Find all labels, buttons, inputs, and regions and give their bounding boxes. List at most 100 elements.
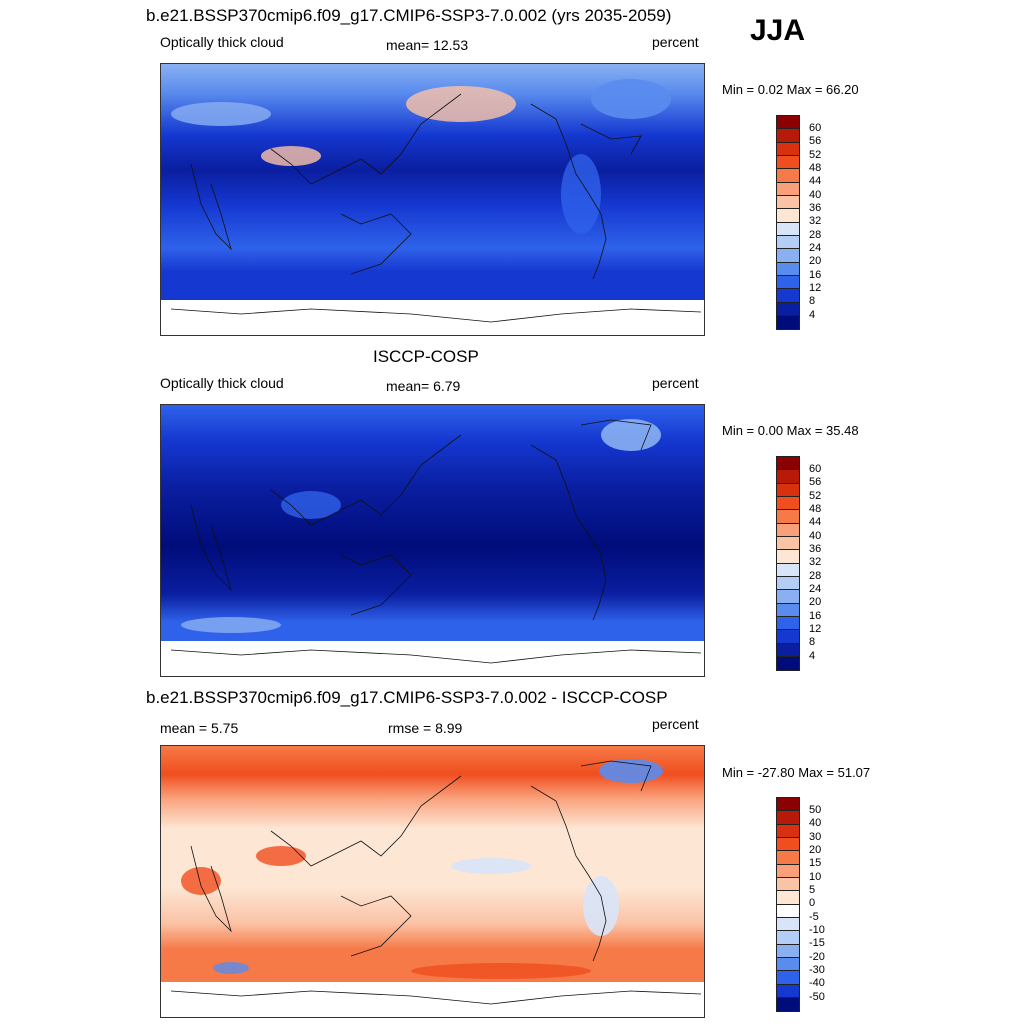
panel2-colorbar-bin: [777, 457, 799, 471]
colorbar-tick: 48: [809, 503, 822, 515]
colorbar-tick: 24: [809, 583, 822, 595]
panel1-title: b.e21.BSSP370cmip6.f09_g17.CMIP6-SSP3-7.…: [146, 6, 672, 25]
panel2-title: ISCCP-COSP: [373, 347, 479, 366]
colorbar-tick: 48: [809, 162, 822, 174]
colorbar-tick: 8: [809, 295, 816, 307]
panel3-colorbar-bin: [777, 931, 799, 945]
panel3-minmax: Min = -27.80 Max = 51.07: [722, 765, 871, 780]
panel1-colorbar-bin: [777, 235, 799, 250]
colorbar-tick: 52: [809, 149, 822, 161]
panel1-minmax: Min = 0.02 Max = 66.20: [722, 82, 859, 97]
panel3-rmse-label: rmse = 8.99: [388, 720, 463, 736]
panel3-colorbar-bin: [777, 904, 799, 918]
panel3-colorbar-bin: [777, 957, 799, 972]
panel3-colorbar-bin: [777, 864, 799, 878]
panel1-colorbar-bin: [777, 209, 799, 223]
panel2-colorbar: [776, 456, 800, 672]
panel1-colorbar-bin: [777, 222, 799, 236]
colorbar-tick: 60: [809, 122, 822, 134]
colorbar-tick: 28: [809, 229, 822, 241]
panel1-map: [160, 63, 705, 336]
colorbar-tick: 20: [809, 844, 822, 856]
panel3-colorbar-bin: [777, 984, 799, 998]
colorbar-tick: 36: [809, 543, 822, 555]
colorbar-tick: 44: [809, 175, 822, 187]
colorbar-tick: -20: [809, 951, 825, 963]
panel2-colorbar-bin: [777, 496, 799, 511]
panel2-minmax: Min = 0.00 Max = 35.48: [722, 423, 859, 438]
colorbar-tick: -50: [809, 991, 825, 1003]
panel2-colorbar-bin: [777, 656, 799, 671]
panel3-colorbar-bin: [777, 971, 799, 985]
panel2-colorbar-bin: [777, 616, 799, 631]
colorbar-tick: 16: [809, 269, 822, 281]
colorbar-tick: -10: [809, 924, 825, 936]
colorbar-tick: 32: [809, 556, 822, 568]
colorbar-tick: 28: [809, 570, 822, 582]
panel3-title: b.e21.BSSP370cmip6.f09_g17.CMIP6-SSP3-7.…: [146, 688, 668, 707]
season-label: JJA: [750, 14, 806, 47]
colorbar-tick: 60: [809, 463, 822, 475]
panel3-colorbar-bin: [777, 877, 799, 892]
colorbar-tick: 44: [809, 516, 822, 528]
colorbar-tick: -5: [809, 911, 819, 923]
colorbar-tick: 4: [809, 650, 816, 662]
panel3-colorbar-bin: [777, 944, 799, 958]
panel2-units-label: percent: [652, 375, 699, 391]
panel1-variable-label: Optically thick cloud: [160, 34, 284, 50]
panel2-colorbar-bin: [777, 603, 799, 617]
panel3-colorbar-bin: [777, 837, 799, 852]
panel2-colorbar-bin: [777, 483, 799, 497]
colorbar-tick: 40: [809, 189, 822, 201]
colorbar-tick: 12: [809, 623, 822, 635]
colorbar-tick: 15: [809, 857, 822, 869]
colorbar-tick: 52: [809, 490, 822, 502]
panel1-colorbar-bin: [777, 315, 799, 330]
colorbar-tick: -15: [809, 937, 825, 949]
colorbar-tick: 5: [809, 884, 816, 896]
panel1-colorbar-bin: [777, 169, 799, 183]
panel1-colorbar-bin: [777, 142, 799, 156]
panel3-colorbar-bin: [777, 798, 799, 812]
panel1-units-label: percent: [652, 34, 699, 50]
panel2-colorbar-bin: [777, 470, 799, 484]
colorbar-tick: 30: [809, 831, 822, 843]
colorbar-tick: 36: [809, 202, 822, 214]
panel1-colorbar-bin: [777, 262, 799, 276]
panel3-colorbar-bin: [777, 824, 799, 838]
colorbar-tick: 20: [809, 255, 822, 267]
panel3-colorbar: [776, 797, 800, 1013]
colorbar-tick: 56: [809, 135, 822, 147]
panel2-colorbar-bin: [777, 643, 799, 657]
panel2-colorbar-bin: [777, 536, 799, 551]
panel1-colorbar-bin: [777, 302, 799, 316]
panel2-variable-label: Optically thick cloud: [160, 375, 284, 391]
panel2-colorbar-bin: [777, 576, 799, 591]
colorbar-tick: 4: [809, 309, 816, 321]
panel2-colorbar-bin: [777, 510, 799, 524]
panel1-colorbar-bin: [777, 195, 799, 210]
panel3-colorbar-bin: [777, 891, 799, 905]
colorbar-tick: 56: [809, 476, 822, 488]
panel1-colorbar-bin: [777, 289, 799, 303]
panel2-mean-label: mean= 6.79: [386, 378, 461, 394]
panel1-colorbar: [776, 115, 800, 331]
colorbar-tick: 32: [809, 215, 822, 227]
panel1-colorbar-bin: [777, 249, 799, 263]
panel1-colorbar-bin: [777, 116, 799, 130]
panel2-colorbar-bin: [777, 550, 799, 564]
panel3-units-label: percent: [652, 716, 699, 732]
panel2-map: [160, 404, 705, 677]
colorbar-tick: -30: [809, 964, 825, 976]
panel3-mean-label: mean = 5.75: [160, 720, 239, 736]
colorbar-tick: 40: [809, 817, 822, 829]
panel2-map-svg: [161, 405, 704, 676]
colorbar-tick: 8: [809, 636, 816, 648]
colorbar-tick: -40: [809, 977, 825, 989]
colorbar-tick: 0: [809, 897, 816, 909]
panel2-colorbar-bin: [777, 563, 799, 577]
panel3-map-svg: [161, 746, 704, 1017]
colorbar-tick: 40: [809, 530, 822, 542]
panel1-mean-label: mean= 12.53: [386, 37, 469, 53]
panel1-colorbar-bin: [777, 275, 799, 290]
